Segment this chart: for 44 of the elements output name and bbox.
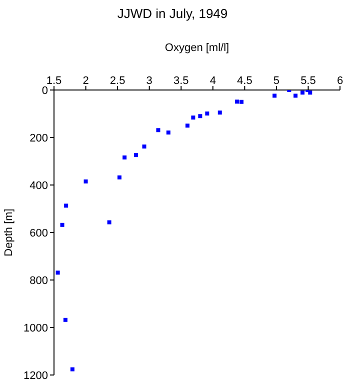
point <box>56 270 60 275</box>
y-axis-title: Depth [m] <box>2 208 15 256</box>
y-tick-label: 0 <box>42 84 48 97</box>
x-tick-label: 1.5 <box>46 75 62 87</box>
y-tick-label: 1200 <box>24 370 48 382</box>
point <box>308 90 312 95</box>
x-tick-label: 3.5 <box>173 75 189 87</box>
point <box>272 94 277 98</box>
chart-title: JJWD in July, 1949 <box>116 6 229 21</box>
point <box>239 100 244 104</box>
x-tick-label: 6 <box>336 75 344 87</box>
point <box>60 222 64 227</box>
x-tick-label: 5 <box>273 75 280 87</box>
x-tick-label: 3 <box>146 75 152 87</box>
point <box>122 155 127 160</box>
point <box>117 175 122 180</box>
point <box>156 128 160 132</box>
x-tick-label: 4 <box>210 75 216 87</box>
y-tick-label: 400 <box>30 180 48 192</box>
y-tick-label: 1000 <box>24 322 48 334</box>
point <box>294 94 298 98</box>
y-tick-label: 200 <box>30 132 48 144</box>
y-tick-label: 800 <box>30 274 48 287</box>
point <box>205 112 210 116</box>
point <box>63 318 68 322</box>
point <box>107 220 112 224</box>
point <box>134 153 138 158</box>
point <box>191 116 196 120</box>
point <box>84 179 88 184</box>
x-tick-label: 2.5 <box>110 75 126 87</box>
point <box>235 100 240 104</box>
point <box>300 90 304 95</box>
point <box>218 110 222 115</box>
point <box>198 114 202 118</box>
x-tick-label: 5.5 <box>300 75 316 87</box>
point <box>64 204 68 208</box>
x-axis-title: Oxygen [ml/l] <box>164 42 230 54</box>
point <box>185 124 190 128</box>
point <box>142 144 146 149</box>
x-tick-label: 2 <box>82 75 89 87</box>
y-tick-label: 600 <box>30 227 48 240</box>
point <box>166 130 170 135</box>
point <box>70 367 74 372</box>
x-tick-label: 4.5 <box>237 75 252 87</box>
